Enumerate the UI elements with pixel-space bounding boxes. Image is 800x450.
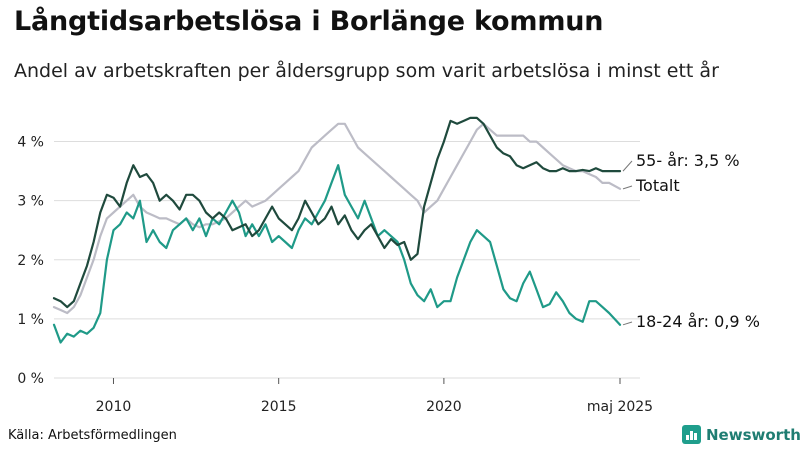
y-tick-label: 0 % bbox=[17, 371, 44, 387]
series-line-0 bbox=[52, 116, 622, 309]
x-tick-label: 2010 bbox=[96, 399, 132, 415]
page-title: Långtidsarbetslösa i Borlänge kommun bbox=[14, 6, 604, 37]
end-label-connector bbox=[622, 321, 633, 326]
series-line-2 bbox=[52, 164, 622, 344]
y-tick-label: 1 % bbox=[17, 312, 44, 328]
end-label: 55- år: 3,5 % bbox=[636, 151, 740, 170]
x-tick-label: 2020 bbox=[426, 399, 462, 415]
newsworthy-logo[interactable]: Newsworthy bbox=[682, 425, 800, 444]
end-label: 18-24 år: 0,9 % bbox=[636, 312, 760, 331]
series-layer bbox=[52, 116, 622, 344]
x-tick-label: maj 2025 bbox=[587, 399, 653, 415]
x-axis: 2010 2015 2020 maj 2025 bbox=[96, 378, 653, 415]
end-label-connector bbox=[622, 185, 633, 190]
chart-subtitle: Andel av arbetskraften per åldersgrupp s… bbox=[14, 60, 719, 82]
end-labels: 55- år: 3,5 % Totalt 18-24 år: 0,9 % bbox=[622, 151, 760, 331]
end-label: Totalt bbox=[635, 176, 680, 195]
x-tick-label: 2015 bbox=[261, 399, 297, 415]
series-line-1 bbox=[52, 122, 622, 315]
y-axis: 0 % 1 % 2 % 3 % 4 % bbox=[17, 135, 44, 387]
y-tick-label: 2 % bbox=[17, 253, 44, 269]
source-note: Källa: Arbetsförmedlingen bbox=[8, 428, 177, 443]
y-tick-label: 3 % bbox=[17, 194, 44, 210]
grid-layer bbox=[54, 141, 640, 379]
brand-name: Newsworthy bbox=[706, 425, 800, 444]
y-tick-label: 4 % bbox=[17, 135, 44, 151]
end-label-connector bbox=[622, 160, 633, 172]
bar-chart-icon bbox=[682, 425, 701, 444]
